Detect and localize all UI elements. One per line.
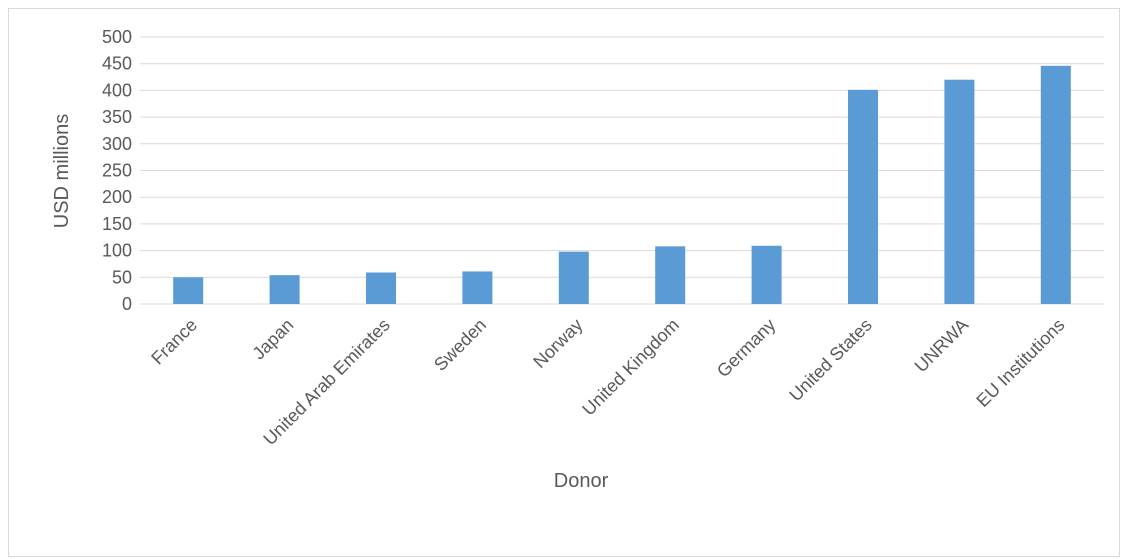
x-tick-label: EU Institutions — [972, 315, 1068, 411]
x-tick-label: Germany — [713, 315, 779, 381]
x-tick-label: Sweden — [430, 315, 490, 375]
bar — [366, 272, 396, 304]
y-tick-label: 300 — [102, 134, 132, 154]
bar — [848, 89, 878, 304]
bar — [269, 275, 300, 304]
x-tick-label: United States — [785, 315, 876, 406]
y-tick-label: 350 — [102, 107, 132, 127]
bar — [944, 79, 975, 304]
x-tick-label: UNRWA — [911, 315, 973, 377]
y-tick-label: 50 — [112, 267, 132, 287]
y-tick-label: 150 — [102, 214, 132, 234]
y-tick-label: 100 — [102, 241, 132, 261]
y-axis-ticks: 0 50 100 150 200 250 300 350 400 450 500 — [102, 27, 132, 314]
x-tick-label: Norway — [529, 315, 586, 372]
y-axis-title: USD millions — [51, 114, 73, 228]
y-tick-label: 250 — [102, 161, 132, 181]
bar — [751, 245, 782, 304]
x-tick-label: Japan — [249, 315, 298, 364]
bar — [1040, 65, 1071, 304]
gridlines — [140, 36, 1104, 305]
bar — [655, 246, 686, 304]
bars — [173, 65, 1071, 304]
x-tick-label: United Kingdom — [578, 315, 683, 420]
bar — [558, 251, 589, 304]
y-tick-label: 400 — [102, 80, 132, 100]
y-tick-label: 0 — [122, 294, 132, 314]
y-tick-label: 500 — [102, 27, 132, 47]
y-tick-label: 450 — [102, 54, 132, 74]
x-axis-title: Donor — [554, 470, 609, 492]
bar — [462, 271, 493, 304]
x-tick-label: France — [147, 315, 201, 369]
y-tick-label: 200 — [102, 187, 132, 207]
bar — [173, 277, 204, 304]
